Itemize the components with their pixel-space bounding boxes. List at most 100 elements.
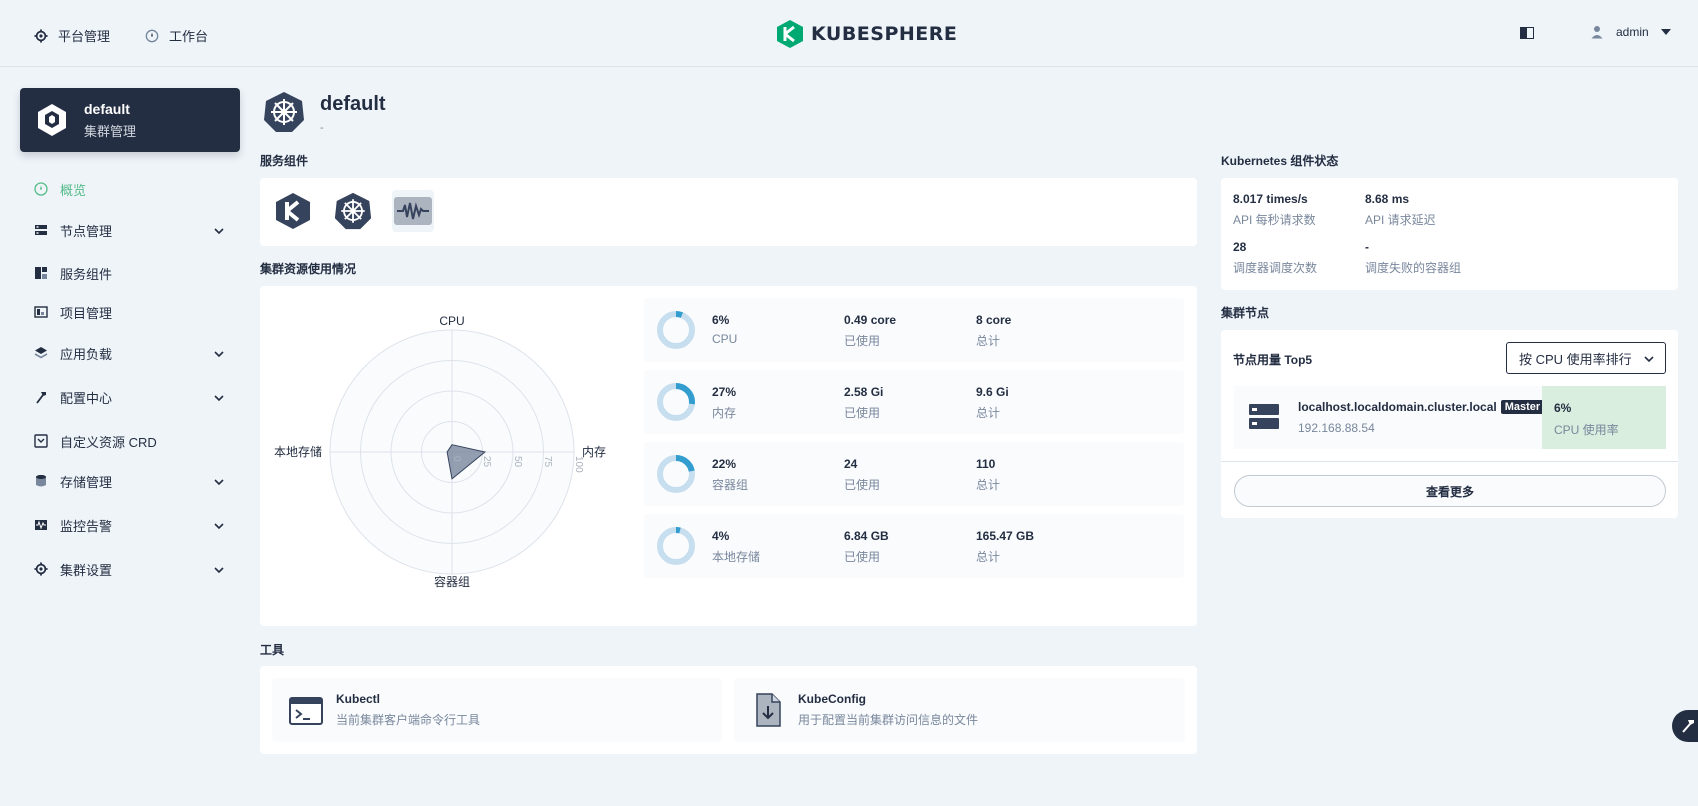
kubectl-tool[interactable]: Kubectl 当前集群客户端命令行工具 (272, 678, 722, 742)
page-title: default (320, 93, 386, 115)
storage-icon (36, 475, 46, 487)
sort-select[interactable]: 按 CPU 使用率排行 (1506, 342, 1666, 374)
kubeconfig-tool[interactable]: KubeConfig 用于配置当前集群访问信息的文件 (734, 678, 1185, 742)
resource-percent: 27% (712, 385, 737, 399)
sort-select-value: 按 CPU 使用率排行 (1519, 351, 1632, 367)
api-rate-label: API 每秒请求数 (1233, 213, 1316, 227)
api-latency-label: API 请求延迟 (1365, 213, 1436, 227)
radar-axis-storage: 本地存储 (274, 444, 322, 459)
resource-percent: 6% (712, 313, 730, 327)
node-row[interactable]: localhost.localdomain.cluster.local Maste… (1234, 386, 1666, 449)
resource-used: 24 (844, 457, 858, 471)
kubesphere-icon (276, 193, 310, 229)
chevron-down-icon (214, 479, 224, 486)
sidebar-item-cluster-settings[interactable]: 集群设置 (20, 554, 240, 584)
file-download-icon (756, 693, 781, 727)
dashboard-icon (145, 29, 159, 42)
nodes-top5-title: 节点用量 Top5 (1233, 353, 1313, 367)
overview-icon (34, 182, 48, 196)
sidebar-item-projects[interactable]: 项目管理 (20, 297, 240, 327)
chevron-down-icon (214, 395, 224, 402)
terminal-icon (289, 697, 323, 725)
workbench-nav[interactable]: 工作台 (145, 26, 208, 45)
monitoring-component[interactable] (392, 190, 434, 232)
sidebar-item-crd[interactable]: 自定义资源 CRD (20, 426, 240, 456)
crd-icon (34, 434, 48, 448)
kubesphere-component[interactable] (272, 190, 314, 232)
kubesphere-logo-icon (777, 20, 803, 48)
api-latency-value: 8.68 ms (1365, 192, 1410, 206)
node-cpu-usage: 6% CPU 使用率 (1542, 386, 1666, 449)
hammer-icon (36, 392, 46, 404)
sidebar-item-overview[interactable]: 概览 (20, 174, 240, 204)
kubernetes-header-icon (264, 92, 304, 132)
view-more-button[interactable]: 查看更多 (1234, 475, 1666, 507)
sidebar-item-components[interactable]: 服务组件 (20, 258, 240, 288)
usage-donut (657, 383, 695, 421)
resource-name: CPU (712, 332, 738, 346)
hammer-icon (1682, 720, 1694, 733)
resource-used: 2.58 Gi (844, 385, 884, 399)
chevron-down-icon (214, 228, 224, 235)
resource-total-label: 总计 (976, 406, 1001, 420)
platform-management-nav[interactable]: 平台管理 (34, 26, 110, 45)
kubernetes-component[interactable] (332, 190, 374, 232)
usage-donut (657, 527, 695, 565)
sidebar-item-label: 存储管理 (60, 474, 113, 490)
section-title-k8s-status: Kubernetes 组件状态 (1221, 154, 1339, 168)
api-rate-value: 8.017 times/s (1233, 192, 1308, 206)
sidebar-item-monitoring[interactable]: 监控告警 (20, 510, 240, 540)
kubernetes-icon (334, 192, 372, 230)
cluster-type: 集群管理 (84, 124, 137, 139)
resource-name: 本地存储 (712, 550, 761, 564)
layers-icon (34, 347, 48, 359)
radar-tick: 50 (512, 456, 523, 468)
resource-name: 容器组 (712, 478, 749, 492)
resource-used-label: 已使用 (844, 550, 881, 564)
floating-toolbox-button[interactable] (1672, 710, 1698, 742)
schedule-fail-label: 调度失败的容器组 (1365, 261, 1462, 275)
monitor-icon (35, 520, 47, 530)
sidebar-item-storage[interactable]: 存储管理 (20, 466, 240, 496)
tool-name: KubeConfig (798, 692, 866, 706)
resource-used: 0.49 core (844, 313, 897, 327)
sidebar-item-nodes[interactable]: 节点管理 (20, 215, 240, 245)
resource-used-label: 已使用 (844, 406, 881, 420)
tool-name: Kubectl (336, 692, 381, 706)
schedule-count-value: 28 (1233, 240, 1247, 254)
kubesphere-logo[interactable]: KUBESPHERE (777, 20, 957, 48)
sidebar-item-label: 集群设置 (60, 562, 113, 578)
platform-management-label: 平台管理 (58, 29, 111, 44)
resource-total-label: 总计 (976, 550, 1001, 564)
node-cpu-label: CPU 使用率 (1554, 423, 1619, 437)
layout-toggle-icon[interactable] (1520, 27, 1534, 39)
resource-name: 内存 (712, 406, 737, 420)
resource-used-label: 已使用 (844, 478, 881, 492)
section-title-usage: 集群资源使用情况 (260, 262, 357, 276)
radar-tick: 0 (451, 456, 462, 462)
components-icon (35, 267, 47, 279)
sidebar-item-label: 节点管理 (60, 223, 113, 239)
tool-desc: 用于配置当前集群访问信息的文件 (798, 713, 979, 727)
resource-row-memory: 27% 内存 2.58 Gi 已使用 9.6 Gi 总计 (644, 370, 1184, 434)
divider (1221, 461, 1678, 462)
sidebar-item-label: 监控告警 (60, 518, 113, 534)
user-icon (1591, 26, 1603, 39)
user-menu[interactable]: admin (1590, 25, 1671, 39)
workbench-label: 工作台 (169, 29, 209, 44)
radar-area (446, 444, 487, 480)
cluster-card[interactable]: default 集群管理 (20, 88, 240, 152)
resource-row-storage: 4% 本地存储 6.84 GB 已使用 165.47 GB 总计 (644, 514, 1184, 578)
radar-tick: 100 (573, 456, 584, 473)
node-icon (35, 225, 47, 235)
components-card (260, 178, 1197, 246)
sidebar-item-workloads[interactable]: 应用负载 (20, 338, 240, 368)
section-title-cluster-nodes: 集群节点 (1221, 306, 1270, 320)
resource-row-cpu: 6% CPU 0.49 core 已使用 8 core 总计 (644, 298, 1184, 362)
sidebar-item-label: 概览 (60, 182, 87, 198)
sidebar-item-config[interactable]: 配置中心 (20, 382, 240, 412)
radar-tick: 25 (481, 456, 492, 468)
radar-axis-cpu: CPU (439, 314, 464, 328)
node-name: localhost.localdomain.cluster.local (1298, 400, 1497, 414)
radar-chart: CPU 内存 容器组 本地存储 0 25 50 75 100 (274, 314, 606, 589)
